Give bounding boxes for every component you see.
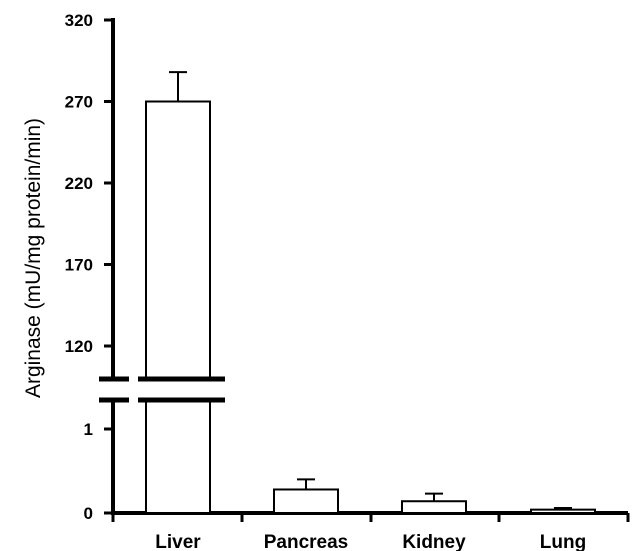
- bar-liver-upper: [145, 100, 211, 380]
- y-tick-label: 120: [65, 337, 93, 356]
- y-tick-label: 220: [65, 174, 93, 193]
- tick-labels: 0 1 120 170 220 270 320 Liver Pancreas Kidney Lung: [65, 11, 587, 551]
- bar-pancreas: [273, 488, 339, 515]
- bar-lung: [530, 508, 596, 515]
- bars: [138, 71, 596, 515]
- bar-liver-lower: [145, 399, 211, 514]
- x-tick-label-pancreas: Pancreas: [264, 532, 349, 551]
- x-tick-label-kidney: Kidney: [402, 532, 466, 551]
- x-tick-label-liver: Liver: [155, 532, 201, 551]
- bar-kidney: [401, 500, 467, 514]
- y-tick-label: 0: [84, 504, 93, 523]
- x-tick-label-lung: Lung: [540, 532, 586, 551]
- y-axis-label: Arginase (mU/mg protein/min): [22, 118, 45, 398]
- y-tick-label: 270: [65, 93, 93, 112]
- y-tick-label: 1: [84, 420, 93, 439]
- y-tick-label: 170: [65, 256, 93, 275]
- y-tick-label: 320: [65, 11, 93, 30]
